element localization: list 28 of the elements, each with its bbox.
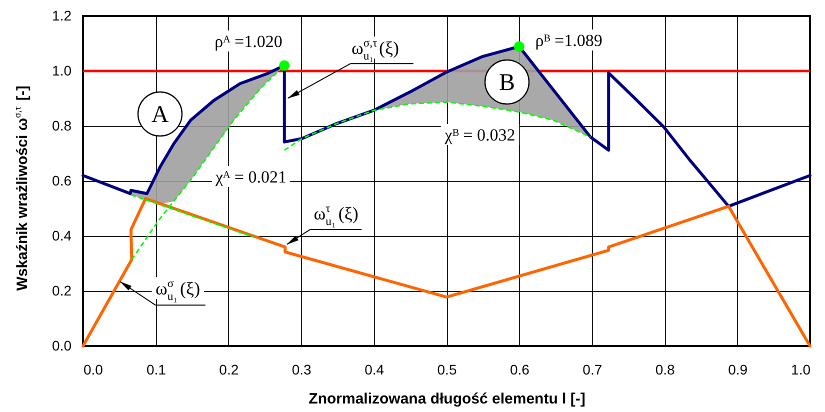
- line-series: [82, 197, 812, 348]
- y-tick-label: 0.6: [52, 172, 72, 188]
- annotation: ρᴬ =1.020: [214, 32, 282, 52]
- y-tick-label: 0.8: [52, 118, 72, 134]
- y-tick-label: 0.0: [52, 338, 72, 354]
- annotation: B: [498, 70, 516, 96]
- y-axis-title: Wskaźnik wrażliwości ωσ,τ [-]: [12, 86, 31, 291]
- x-tick-label: 0.4: [364, 362, 384, 378]
- x-tick-label: 0.7: [582, 362, 602, 378]
- y-tick-label: 0.4: [52, 228, 72, 244]
- line-series: [284, 101, 592, 151]
- y-tick-label: 1.2: [52, 8, 72, 24]
- x-axis-title: Znormalizowana długość elementu l [-]: [308, 390, 586, 408]
- x-tick-label: 0.5: [437, 362, 457, 378]
- y-tick-label: 0.2: [52, 282, 72, 298]
- x-tick-label: 0.3: [292, 362, 312, 378]
- annotation: χᴬ = 0.021: [214, 168, 287, 187]
- annotation: ρᴮ =1.089: [535, 31, 602, 50]
- x-tick-label: 0.0: [84, 362, 104, 378]
- y-tick-label: 1.0: [52, 62, 72, 78]
- annotation: A: [151, 102, 170, 128]
- x-tick-label: 0.6: [510, 362, 530, 378]
- x-tick-label: 0.8: [655, 362, 676, 378]
- x-tick-label: 0.1: [146, 362, 166, 378]
- x-tick-label: 1.0: [791, 362, 811, 378]
- x-tick-label: 0.9: [728, 362, 748, 378]
- annotation: χᴮ = 0.032: [444, 126, 516, 145]
- x-tick-label: 0.2: [219, 362, 239, 378]
